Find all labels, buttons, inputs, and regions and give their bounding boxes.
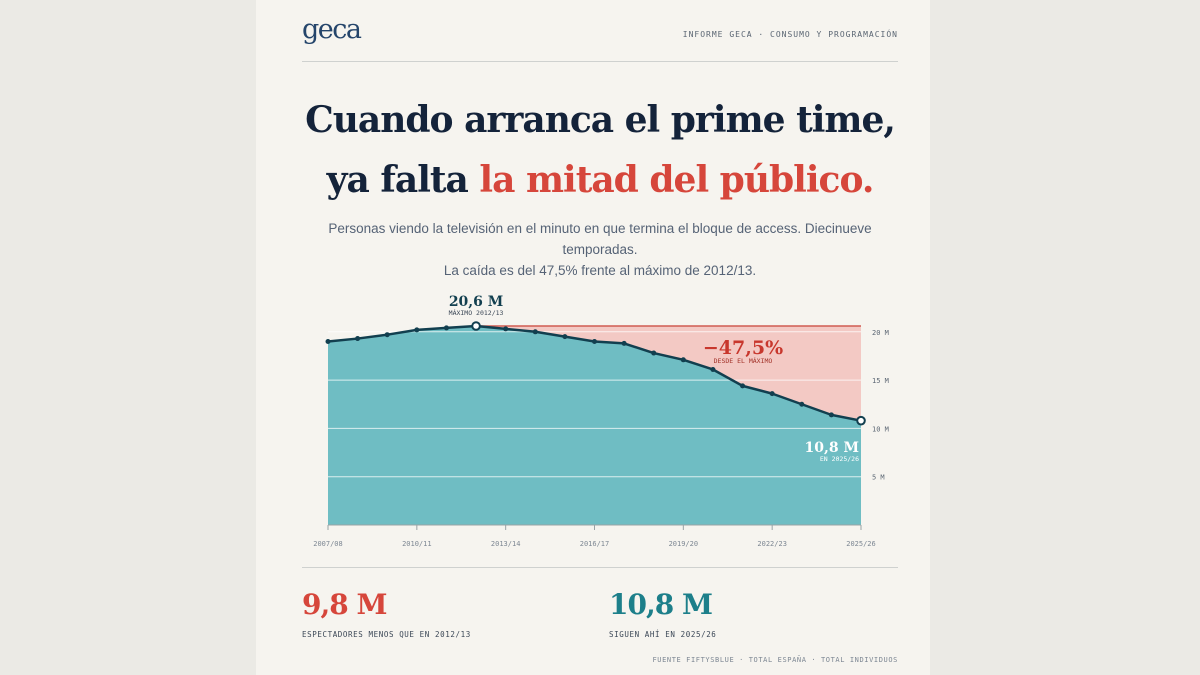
stats-divider [302, 567, 898, 568]
audience-area [328, 326, 861, 525]
data-point [384, 332, 390, 338]
source-footer: FUENTE FIFTYSBLUE · TOTAL ESPAÑA · TOTAL… [652, 656, 898, 664]
x-tick-label: 2013/14 [491, 540, 521, 548]
data-point [592, 338, 597, 344]
stat-remaining-viewers-label: SIGUEN AHÍ EN 2025/26 [609, 630, 717, 639]
end-caption: EN 2025/26 [820, 455, 859, 463]
y-tick-label: 15 M [872, 377, 889, 385]
max-caption: MÁXIMO 2012/13 [449, 308, 504, 317]
x-tick-label: 2010/11 [402, 540, 432, 548]
subtitle-line-1: Personas viendo la televisión en el minu… [328, 221, 872, 257]
y-tick-label: 20 M [872, 329, 889, 337]
data-point [799, 401, 805, 407]
x-tick-label: 2007/08 [313, 540, 343, 548]
data-point [740, 383, 746, 389]
y-tick-label: 5 M [872, 474, 885, 482]
highlight-point [471, 321, 481, 331]
data-point [562, 334, 568, 340]
data-point [532, 329, 538, 335]
stat-remaining-viewers-value: 10,8 M [609, 588, 713, 621]
left-margin [0, 0, 256, 675]
highlight-point [856, 415, 866, 426]
stat-lost-viewers-label: ESPECTADORES MENOS QUE EN 2012/13 [302, 630, 471, 639]
subtitle: Personas viendo la televisión en el minu… [290, 218, 910, 281]
drop-caption: DESDE EL MÁXIMO [714, 356, 773, 365]
headline-line-2: ya falta la mitad del público. [302, 150, 898, 210]
data-point [651, 350, 657, 356]
data-point [355, 336, 361, 342]
data-point [710, 366, 716, 372]
x-tick-label: 2016/17 [580, 540, 610, 548]
data-point [503, 326, 509, 332]
x-tick-label: 2025/26 [846, 540, 876, 548]
x-tick-label: 2022/23 [757, 540, 787, 548]
loss-area [476, 326, 861, 421]
data-point [680, 357, 686, 363]
end-value-label: 10,8 M [805, 440, 859, 456]
headline-accent: la mitad del público. [479, 159, 874, 201]
data-point [325, 338, 331, 344]
max-value-label: 20,6 M [449, 294, 503, 310]
geca-logo: geca [302, 14, 362, 45]
data-point [414, 327, 420, 333]
headline-line-2-start: ya falta [326, 159, 480, 201]
header-divider [302, 61, 898, 62]
x-tick-label: 2019/20 [669, 540, 699, 548]
report-label: INFORME GECA · CONSUMO Y PROGRAMACIÓN [682, 30, 898, 39]
y-tick-label: 10 M [872, 425, 889, 433]
stat-lost-viewers-value: 9,8 M [302, 588, 387, 621]
drop-percent-label: −47,5% [703, 337, 783, 359]
data-point [828, 412, 834, 418]
headline: Cuando arranca el prime time, ya falta l… [302, 90, 898, 210]
headline-line-1: Cuando arranca el prime time, [305, 99, 896, 141]
data-point [443, 325, 449, 331]
data-point [769, 391, 775, 397]
subtitle-line-2: La caída es del 47,5% frente al máximo d… [443, 263, 757, 278]
data-point [621, 340, 627, 346]
right-margin [930, 0, 1200, 675]
